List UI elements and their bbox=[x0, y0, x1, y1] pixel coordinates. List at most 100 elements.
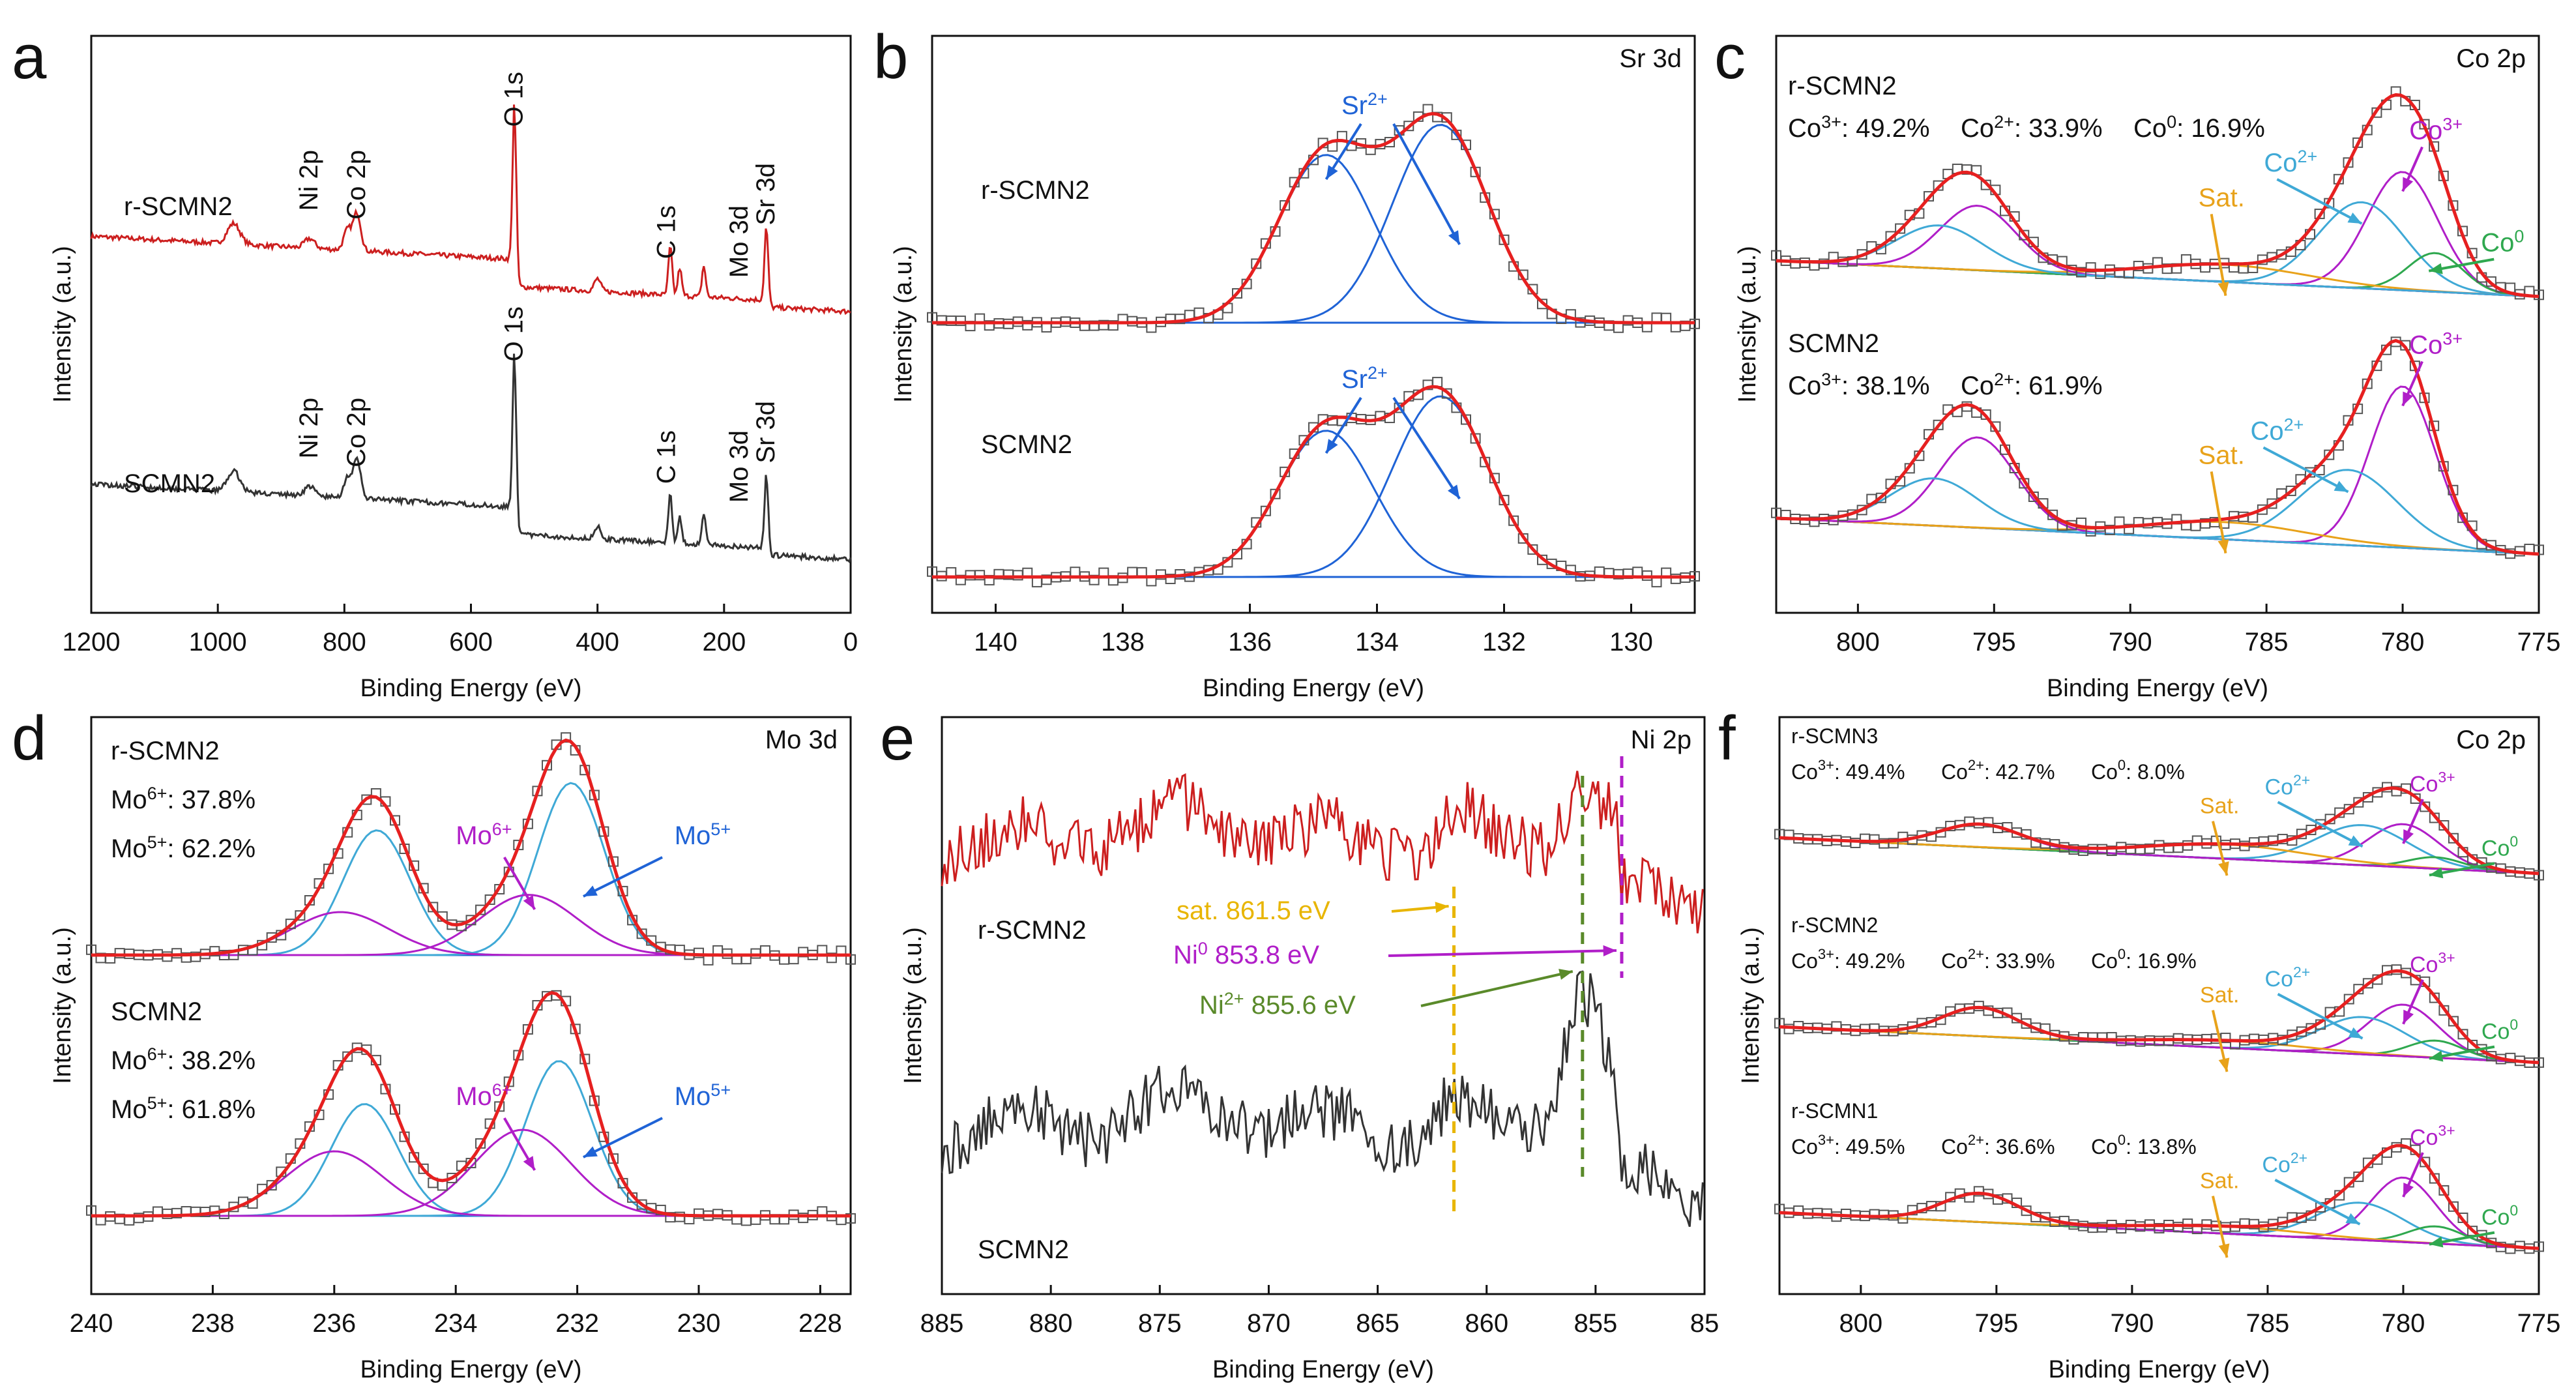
data-point bbox=[2324, 449, 2335, 460]
data-point bbox=[845, 1213, 856, 1224]
panel-title: Co 2p bbox=[2456, 726, 2526, 754]
x-tick-label: 885 bbox=[920, 1309, 964, 1338]
x-tick-label: 240 bbox=[70, 1309, 113, 1338]
x-axis-label: Binding Energy (eV) bbox=[1212, 1356, 1434, 1383]
data-point bbox=[2448, 1201, 2459, 1212]
x-axis-label: Binding Energy (eV) bbox=[2047, 675, 2268, 702]
plot-frame bbox=[90, 716, 852, 1295]
x-tick-label: 785 bbox=[2245, 628, 2289, 656]
annotation-arrow bbox=[1388, 949, 1617, 957]
annotation-arrow-head bbox=[583, 885, 598, 896]
component-label: Mo5+ bbox=[675, 1080, 731, 1111]
component-label: Co3+ bbox=[2410, 949, 2455, 977]
data-point bbox=[266, 1180, 277, 1191]
y-axis-label: Intensity (a.u.) bbox=[1737, 927, 1764, 1084]
component-peak bbox=[1776, 385, 2539, 555]
fit-envelope bbox=[1779, 969, 2539, 1065]
x-tick-label: 236 bbox=[312, 1309, 356, 1338]
peak-label: C 1s bbox=[652, 205, 681, 259]
x-tick-label: 234 bbox=[434, 1309, 478, 1338]
component-peak bbox=[1779, 1003, 2539, 1064]
data-point bbox=[1875, 492, 1886, 503]
data-point bbox=[1924, 191, 1934, 202]
component-peak bbox=[1779, 1176, 2539, 1250]
annotation-arrow-head bbox=[1559, 969, 1573, 980]
series-label: r-SCMN2 bbox=[978, 916, 1087, 945]
composition-value: Co3+: 49.2% bbox=[1791, 946, 1905, 973]
annotation-arrow-head bbox=[523, 895, 535, 909]
annotation-arrow bbox=[2277, 993, 2364, 1040]
data-point bbox=[2124, 523, 2135, 535]
component-peak bbox=[1779, 1192, 2539, 1250]
annotation-arrow bbox=[2210, 471, 2227, 553]
composition-value: Mo6+: 38.2% bbox=[111, 1044, 256, 1075]
component-label: Co3+ bbox=[2410, 1122, 2455, 1150]
x-axis-label: Binding Energy (eV) bbox=[360, 1356, 581, 1383]
data-point bbox=[1537, 299, 1547, 310]
x-tick-label: 795 bbox=[1974, 1309, 2018, 1338]
annotation-arrow-head bbox=[2429, 867, 2444, 879]
data-point bbox=[2343, 994, 2354, 1005]
data-point bbox=[418, 1163, 429, 1174]
data-point bbox=[1260, 505, 1271, 516]
component-label: Co0 bbox=[2481, 833, 2518, 861]
x-tick-label: 238 bbox=[191, 1309, 235, 1338]
annotation-arrow-head bbox=[1435, 902, 1449, 913]
data-point bbox=[2285, 485, 2296, 496]
data-point bbox=[2534, 544, 2544, 555]
annotation-arrow-head bbox=[2403, 177, 2414, 192]
annotation-arrow bbox=[2276, 178, 2363, 225]
fit-envelope bbox=[1776, 93, 2539, 299]
x-axis-label: Binding Energy (eV) bbox=[360, 675, 581, 702]
panel-a: a 1200 1000 800 600 400 200 0 Binding Energy (eV… bbox=[12, 22, 858, 702]
annotation-arrow-head bbox=[2403, 1009, 2414, 1024]
x-tick-label: 780 bbox=[2382, 1309, 2425, 1338]
y-axis-label: Intensity (a.u.) bbox=[900, 927, 927, 1084]
fit-envelope bbox=[1779, 1143, 2539, 1250]
panel-letter: a bbox=[12, 22, 47, 92]
composition-value: Co0: 16.9% bbox=[2091, 946, 2197, 973]
spectrum-label: SCMN2 bbox=[981, 430, 1072, 459]
composition-value: Co2+: 42.7% bbox=[1941, 757, 2055, 784]
component-peak bbox=[1776, 477, 2539, 555]
panel-title: Mo 3d bbox=[765, 726, 838, 754]
data-point bbox=[1232, 288, 1242, 299]
panel-title: Co 2p bbox=[2456, 44, 2526, 73]
data-point bbox=[1403, 121, 1414, 132]
peak-label: Mo 3d bbox=[725, 205, 754, 278]
data-point bbox=[1895, 223, 1906, 234]
data-point bbox=[1070, 567, 1081, 578]
data-point bbox=[361, 794, 372, 805]
annotation-arrow-head bbox=[2429, 1236, 2444, 1248]
annotation-arrow bbox=[2262, 446, 2349, 494]
data-point bbox=[2114, 516, 2125, 527]
composition-value: Mo6+: 37.8% bbox=[111, 784, 256, 814]
panel-letter: d bbox=[12, 703, 46, 773]
composition-value: Co2+: 36.6% bbox=[1941, 1132, 2055, 1158]
annotation-arrow-head bbox=[2403, 391, 2414, 406]
composition-value: Co0: 16.9% bbox=[2133, 112, 2265, 143]
annotation-arrow bbox=[2277, 801, 2364, 848]
x-tick-label: 1000 bbox=[189, 628, 247, 656]
series-line-r-SCMN2 bbox=[941, 771, 1704, 934]
spectrum-label: r-SCMN2 bbox=[981, 176, 1090, 205]
annotation-arrow-head bbox=[2347, 213, 2362, 224]
panel-f: f 800 795 790 785 780 775 Binding Energy (eV) In… bbox=[1718, 703, 2560, 1383]
spectrum-label: r-SCMN2 bbox=[1791, 913, 1878, 937]
data-point bbox=[1527, 544, 1538, 555]
peak-label: Ni 2p bbox=[295, 150, 323, 211]
composition-value: Co2+: 33.9% bbox=[1941, 946, 2055, 973]
composition-value: Co3+: 49.2% bbox=[1788, 112, 1930, 143]
annotation-arrow bbox=[583, 856, 663, 898]
peak-label: Co 2p bbox=[342, 398, 371, 467]
x-tick-label: 0 bbox=[843, 628, 858, 656]
component-peak bbox=[1776, 201, 2539, 298]
x-tick-label: 795 bbox=[1972, 628, 2016, 656]
annotation-arrow-head bbox=[2218, 861, 2229, 876]
peak-label: Mo 3d bbox=[725, 430, 754, 503]
data-point bbox=[1980, 409, 1991, 420]
component-peak bbox=[1776, 224, 2539, 298]
data-point bbox=[1651, 576, 1662, 587]
data-point bbox=[2180, 254, 2191, 265]
